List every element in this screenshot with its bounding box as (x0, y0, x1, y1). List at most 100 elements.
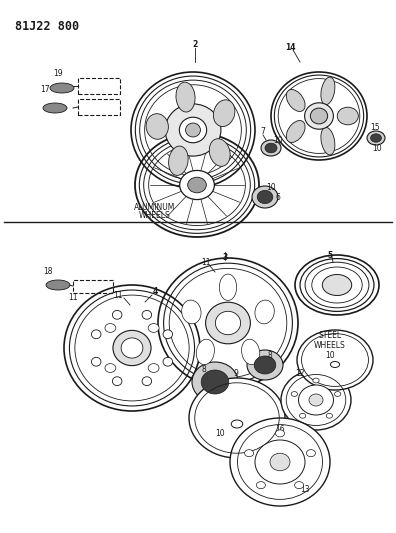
Text: 11: 11 (68, 293, 78, 302)
Text: STEEL: STEEL (318, 330, 342, 340)
Ellipse shape (213, 100, 235, 126)
Ellipse shape (367, 131, 385, 145)
Ellipse shape (257, 190, 273, 204)
Text: 8: 8 (202, 366, 206, 375)
Ellipse shape (276, 430, 284, 437)
Ellipse shape (121, 338, 143, 358)
Ellipse shape (281, 370, 351, 430)
Text: 4: 4 (152, 287, 158, 296)
Ellipse shape (265, 143, 277, 153)
Ellipse shape (313, 378, 319, 383)
Ellipse shape (206, 302, 250, 344)
Text: 18: 18 (43, 268, 53, 277)
Text: 15: 15 (370, 124, 380, 133)
Ellipse shape (371, 134, 381, 142)
Ellipse shape (186, 123, 200, 137)
Ellipse shape (230, 418, 330, 506)
Ellipse shape (148, 324, 159, 333)
Bar (78, 78, 120, 94)
Ellipse shape (43, 103, 67, 113)
Ellipse shape (291, 392, 297, 397)
Ellipse shape (105, 324, 116, 333)
Text: 11: 11 (113, 290, 123, 300)
Ellipse shape (91, 357, 101, 366)
Ellipse shape (188, 177, 206, 193)
Ellipse shape (254, 356, 276, 374)
Text: 10: 10 (372, 143, 382, 152)
Text: 1: 1 (194, 125, 200, 134)
Bar (78, 99, 120, 115)
Ellipse shape (252, 186, 278, 208)
Text: 16: 16 (275, 425, 285, 434)
Text: 12: 12 (295, 368, 305, 377)
Ellipse shape (189, 378, 285, 458)
Ellipse shape (247, 350, 283, 380)
Text: WHEELS: WHEELS (139, 212, 171, 221)
Ellipse shape (242, 339, 260, 365)
Ellipse shape (192, 362, 238, 402)
Text: 10: 10 (266, 183, 276, 192)
Text: 81J22 800: 81J22 800 (15, 20, 79, 33)
Text: 10: 10 (273, 135, 283, 144)
Ellipse shape (299, 414, 306, 418)
Ellipse shape (46, 280, 70, 290)
Text: 14: 14 (285, 43, 295, 52)
Ellipse shape (112, 310, 122, 319)
Ellipse shape (245, 450, 253, 457)
Ellipse shape (142, 377, 152, 385)
Ellipse shape (299, 385, 333, 415)
Ellipse shape (231, 420, 243, 428)
Ellipse shape (326, 414, 333, 418)
Text: 9: 9 (234, 368, 238, 377)
Ellipse shape (270, 453, 290, 471)
Text: ALUMINUM: ALUMINUM (134, 203, 176, 212)
Ellipse shape (286, 90, 305, 111)
Ellipse shape (182, 300, 201, 324)
Ellipse shape (255, 300, 274, 324)
Ellipse shape (163, 357, 173, 366)
Ellipse shape (112, 377, 122, 385)
Ellipse shape (307, 450, 315, 457)
Text: 11: 11 (201, 259, 211, 268)
Ellipse shape (163, 330, 173, 338)
Ellipse shape (179, 117, 207, 143)
Ellipse shape (330, 361, 339, 367)
Text: 19: 19 (53, 69, 63, 77)
Text: 3: 3 (223, 253, 228, 262)
Ellipse shape (50, 83, 74, 93)
Ellipse shape (261, 140, 281, 156)
Ellipse shape (142, 310, 152, 319)
Ellipse shape (176, 82, 195, 112)
Ellipse shape (196, 339, 215, 365)
Text: 2: 2 (192, 41, 198, 50)
Ellipse shape (219, 274, 237, 301)
Ellipse shape (310, 108, 327, 124)
Ellipse shape (321, 77, 335, 104)
Ellipse shape (321, 127, 335, 155)
Ellipse shape (255, 440, 305, 484)
Ellipse shape (165, 104, 221, 156)
Ellipse shape (113, 330, 151, 366)
Ellipse shape (297, 330, 373, 390)
Ellipse shape (322, 274, 352, 295)
Text: WHEELS: WHEELS (314, 341, 346, 350)
Text: 6: 6 (276, 192, 280, 201)
Ellipse shape (309, 394, 323, 406)
Text: 8: 8 (268, 351, 272, 360)
Ellipse shape (295, 482, 304, 489)
Ellipse shape (146, 114, 168, 139)
Ellipse shape (148, 364, 159, 373)
Text: 10: 10 (215, 430, 225, 439)
Ellipse shape (180, 171, 214, 199)
Ellipse shape (286, 120, 305, 142)
Text: 13: 13 (300, 486, 310, 495)
Ellipse shape (201, 370, 229, 394)
Text: 5: 5 (327, 251, 333, 260)
Ellipse shape (335, 392, 341, 397)
Text: 10: 10 (325, 351, 335, 359)
Ellipse shape (105, 364, 116, 373)
Ellipse shape (169, 146, 188, 175)
Text: 7: 7 (261, 127, 265, 136)
Bar (73, 280, 113, 293)
Ellipse shape (215, 311, 241, 335)
